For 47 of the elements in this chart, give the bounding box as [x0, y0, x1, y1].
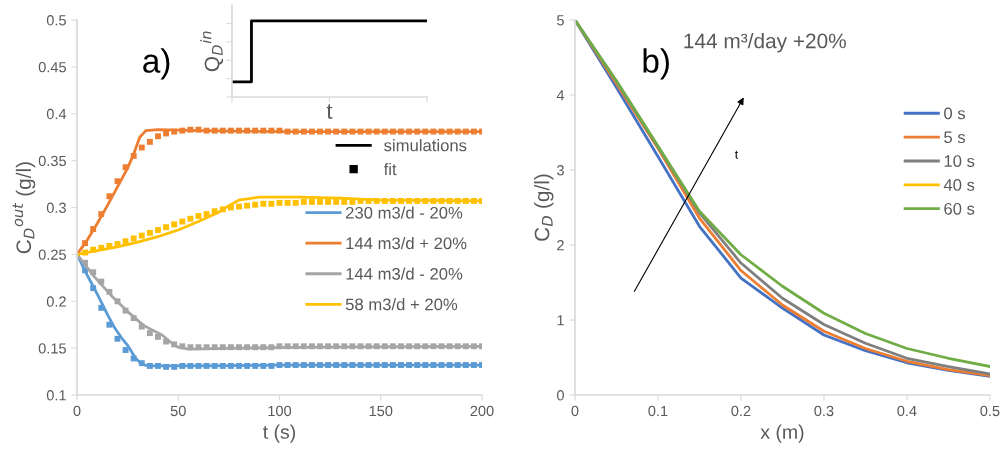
text: a): [143, 48, 170, 80]
y-axis-title: C$_{D}$$^{out}$ (g/l): [12, 162, 36, 254]
x-tick-label: 100: [268, 405, 292, 417]
legend-label: 144 m3/d - 20%: [346, 267, 463, 280]
y-tick-label: 0: [557, 390, 564, 401]
x-tick-label: 0.2: [731, 405, 751, 417]
x-tick-label: 0.5: [980, 405, 1000, 417]
legend-label: 58 m3/d + 20%: [345, 298, 458, 311]
y-tick-label: 5: [557, 15, 564, 26]
y-tick-label: 1: [557, 315, 564, 326]
x-tick-label: 150: [369, 405, 393, 417]
y-tick-label: 3: [556, 165, 564, 176]
legend-label: 60 s: [944, 202, 975, 215]
y-axis-title: Q$_{D}$$^{in}$: [200, 31, 224, 72]
x-tick-label: 0: [571, 405, 579, 417]
x-tick-label: 0.3: [814, 405, 834, 417]
y-tick-label: 4: [556, 90, 565, 101]
y-tick-label: 0.5: [46, 15, 66, 26]
x-tick-label: 0: [73, 405, 81, 417]
y-tick-label: 0.3: [46, 202, 66, 213]
y-tick-label: 0.2: [46, 296, 66, 307]
y-tick-label: 0.15: [38, 343, 66, 354]
x-axis-title: t (s): [263, 424, 296, 443]
y-tick-label: 0.4: [46, 108, 67, 120]
legend-label: fit: [383, 162, 397, 176]
x-tick-label: 50: [170, 405, 186, 417]
annotation: t: [734, 150, 739, 159]
text: 144 m³/day +20%: [684, 33, 846, 53]
x-axis-title: x (m): [760, 424, 804, 443]
y-tick-label: 0.1: [46, 390, 66, 401]
text: b): [643, 48, 669, 80]
x-tick-label: 0.1: [648, 405, 668, 417]
legend-label: simulations: [384, 139, 467, 152]
y-tick-label: 2: [557, 240, 564, 251]
x-axis-title: t: [326, 104, 333, 119]
y-axis-title: C$_{D}$ (g/l): [534, 174, 554, 241]
legend-label: 5 s: [944, 131, 966, 144]
x-tick-label: 0.4: [897, 405, 917, 417]
y-tick-label: 0.25: [38, 249, 66, 260]
legend-label: 40 s: [943, 179, 975, 191]
legend-label: 230 m3/d - 20%: [346, 206, 463, 219]
legend-label: 10 s: [944, 155, 975, 167]
y-tick-label: 0.35: [38, 155, 66, 167]
y-tick-label: 0.45: [38, 61, 66, 73]
legend-label: 144 m3/d + 20%: [346, 236, 467, 250]
legend-label: 0 s: [944, 107, 966, 120]
x-tick-label: 200: [470, 405, 494, 417]
